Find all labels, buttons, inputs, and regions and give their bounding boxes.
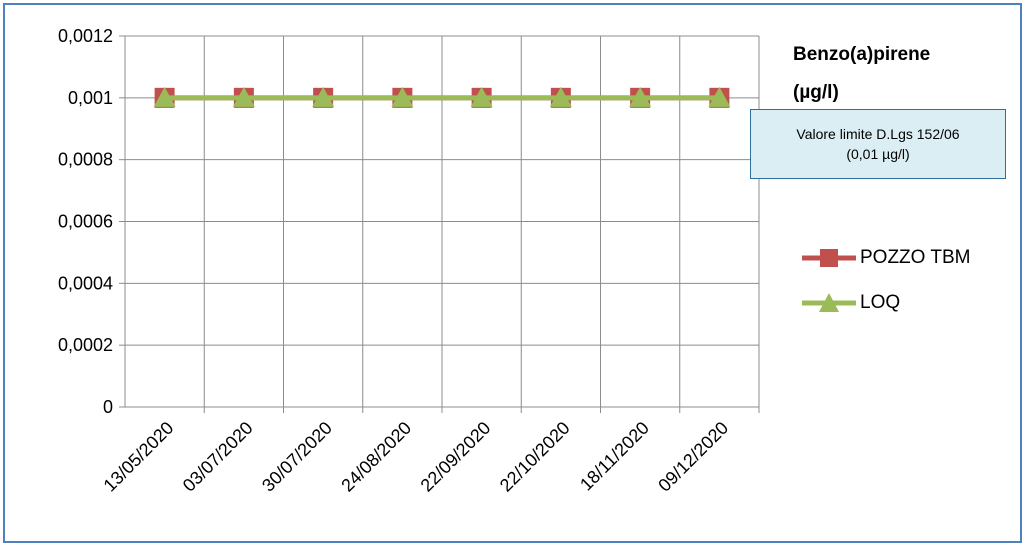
x-tick-label: 30/07/2020 [258, 418, 336, 496]
x-tick-label: 18/11/2020 [576, 418, 653, 495]
x-tick-label: 22/10/2020 [496, 418, 574, 496]
x-tick-label: 03/07/2020 [179, 418, 257, 496]
y-tick-label: 0,001 [68, 88, 113, 108]
axis-layer [119, 35, 760, 413]
y-tick-label: 0,0004 [58, 273, 113, 293]
y-tick-label: 0,0002 [58, 335, 113, 355]
data-point-loq [708, 86, 731, 107]
annotation-line-2: (0,01 µg/l) [846, 146, 910, 162]
y-tick-label: 0,0008 [58, 150, 113, 170]
data-point-loq [391, 86, 414, 107]
legend-marker-triangle-icon [802, 293, 856, 312]
x-tick-label: 24/08/2020 [337, 418, 415, 496]
data-point-loq [549, 86, 572, 107]
annotation-line-1: Valore limite D.Lgs 152/06 [796, 126, 960, 142]
x-tick-label: 09/12/2020 [654, 418, 732, 496]
x-tick-label: 13/05/2020 [100, 418, 178, 496]
data-point-loq [470, 86, 493, 107]
y-tick-label: 0,0006 [58, 212, 113, 232]
legend-label-pozzo-tbm: POZZO TBM [860, 247, 971, 268]
x-tick-label: 22/09/2020 [417, 418, 495, 496]
legend-item-pozzo-tbm: POZZO TBM [800, 243, 970, 273]
y-tick-label: 0 [103, 397, 113, 417]
data-point-loq [232, 86, 255, 107]
series-layer [153, 86, 731, 108]
limit-value-annotation: Valore limite D.Lgs 152/06 (0,01 µg/l) [750, 109, 1006, 179]
legend-item-loq: LOQ [800, 288, 900, 318]
legend-marker-square-icon [802, 249, 856, 267]
data-point-loq [312, 86, 335, 107]
grid-layer [125, 35, 760, 407]
data-point-loq [629, 86, 652, 107]
y-tick-label: 0,0012 [58, 26, 113, 46]
chart-title: Benzo(a)pirene (µg/l) [793, 44, 931, 103]
data-point-loq [153, 86, 176, 107]
legend-label-loq: LOQ [860, 292, 901, 313]
